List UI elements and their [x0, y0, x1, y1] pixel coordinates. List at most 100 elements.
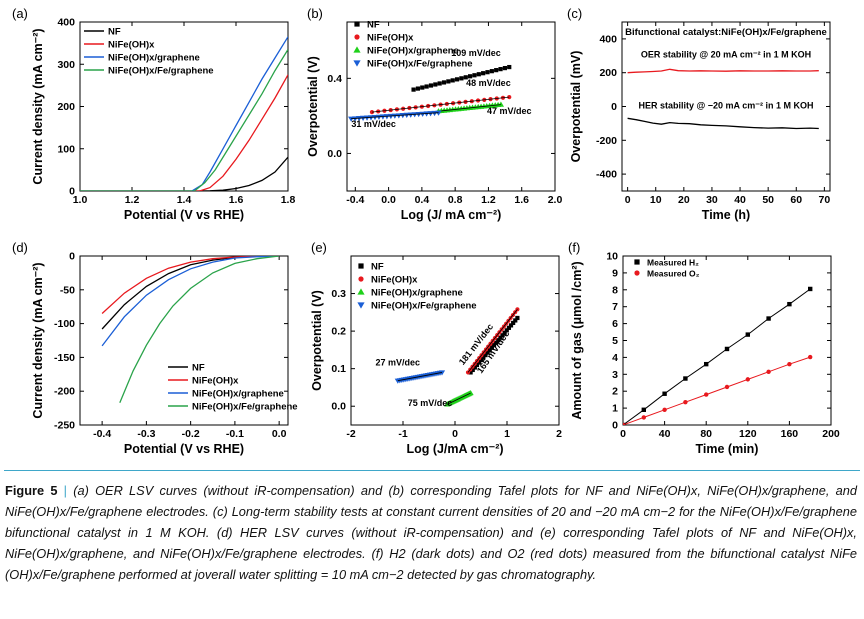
- x-tick-label: 0.8: [448, 194, 463, 206]
- chart-title: Bifunctional catalyst:NiFe(OH)x/Fe/graph…: [625, 27, 827, 38]
- x-tick-label: 40: [659, 428, 671, 440]
- y-tick-label: 0.1: [331, 363, 346, 375]
- series-line-3: [119, 256, 280, 403]
- y-tick-label: 0: [69, 186, 75, 198]
- plot-frame: [346, 21, 556, 192]
- fit-line: [351, 112, 439, 120]
- x-tick-label: 2: [556, 428, 562, 440]
- legend-label: NiFe(OH)x: [192, 376, 239, 387]
- y-axis-label: Overpotential (mV): [569, 51, 583, 163]
- x-tick-label: 1.6: [514, 194, 529, 206]
- x-tick-label: 1: [504, 428, 510, 440]
- x-tick-label: 60: [790, 194, 802, 206]
- data-point: [403, 112, 410, 118]
- legend-swatch: [634, 270, 640, 276]
- x-tick-label: -2: [346, 428, 355, 440]
- plot-frame: [79, 255, 289, 426]
- y-tick-label: 400: [599, 33, 617, 45]
- fit-line: [438, 104, 501, 112]
- y-tick-label: -150: [54, 352, 75, 364]
- x-tick-label: 0.4: [415, 194, 430, 206]
- x-tick-label: 0: [620, 428, 626, 440]
- data-point: [623, 422, 626, 425]
- data-point: [387, 113, 394, 120]
- x-axis-label: Log (J/mA cm⁻²): [406, 442, 503, 456]
- chart-panel-d: -0.4 -0.3 -0.2 -0.1 0.0 -250 -200 -150 -100 -50 0 (…: [12, 240, 298, 456]
- y-tick-label: 10: [606, 251, 618, 263]
- legend-swatch: [358, 276, 364, 282]
- x-tick-label: 160: [781, 428, 799, 440]
- plot-frame: [622, 255, 832, 426]
- plot-area: [394, 307, 520, 407]
- annotation-label: 27 mV/dec: [376, 358, 421, 368]
- caption-lead: Figure 5: [5, 483, 58, 498]
- series-line-3: [80, 49, 288, 191]
- x-tick-label: 1.2: [125, 194, 140, 206]
- legend-label: NiFe(OH)x/Fe/graphene: [367, 59, 473, 70]
- y-tick-label: 400: [57, 17, 75, 29]
- x-tick-label: 1.8: [281, 194, 296, 206]
- y-tick-label: 6: [612, 318, 618, 330]
- data-point: [704, 392, 709, 397]
- x-tick-label: 10: [650, 194, 662, 206]
- y-tick-label: 1: [612, 403, 618, 415]
- figure-caption: Figure 5 | (a) OER LSV curves (without i…: [5, 480, 857, 585]
- legend-swatch: [634, 259, 640, 265]
- data-point: [427, 111, 434, 117]
- data-point: [423, 111, 430, 117]
- series-line-0: [80, 156, 288, 191]
- data-point: [367, 115, 375, 121]
- x-tick-label: 20: [678, 194, 690, 206]
- x-tick-label: -1: [398, 428, 407, 440]
- legend-label: NiFe(OH)x/graphene: [108, 53, 200, 64]
- fit-line: [447, 392, 471, 405]
- panel-label: (a): [12, 6, 28, 21]
- data-point: [497, 101, 505, 107]
- data-point: [407, 112, 414, 118]
- data-point: [766, 369, 771, 374]
- legend-label: NiFe(OH)x/Fe/graphene: [108, 66, 214, 77]
- legend-label: NiFe(OH)x/Fe/graphene: [192, 402, 298, 413]
- data-point: [348, 116, 355, 122]
- x-tick-label: 1.6: [229, 194, 244, 206]
- x-tick-label: 80: [700, 428, 712, 440]
- panel-label: (f): [568, 240, 580, 255]
- y-tick-label: 8: [612, 284, 618, 296]
- data-point: [391, 113, 398, 119]
- x-tick-label: 1.0: [73, 194, 88, 206]
- caption-body: (a) OER LSV curves (without iR-compensat…: [5, 483, 858, 582]
- annotation-label: 109 mV/dec: [451, 48, 501, 58]
- fit-line: [413, 66, 510, 90]
- legend-label: NiFe(OH)x/graphene: [192, 389, 284, 400]
- data-point: [808, 354, 813, 360]
- x-tick-label: 40: [734, 194, 746, 206]
- y-tick-label: -400: [596, 169, 617, 181]
- data-point: [808, 286, 813, 292]
- legend-label: NF: [108, 27, 121, 38]
- data-point: [415, 111, 422, 118]
- legend-swatch: [353, 46, 361, 53]
- legend-swatch: [357, 302, 365, 309]
- legend-swatch: [357, 288, 365, 295]
- series-line-2: [80, 36, 288, 191]
- y-tick-label: 2: [612, 386, 618, 398]
- annotation-label: OER stability @ 20 mA cm⁻² in 1 M KOH: [641, 49, 811, 59]
- legend-label: Measured O₂: [647, 269, 700, 279]
- y-tick-label: -200: [596, 135, 617, 147]
- fit-line: [467, 309, 518, 373]
- y-tick-label: 0: [69, 251, 75, 263]
- data-point: [435, 110, 442, 116]
- chart-panel-e: -2 -1 0 1 2 0.0 0.1 0.2 0.3 (e) Log (J/mA cm⁻²) Ove…: [310, 240, 562, 456]
- x-tick-label: 200: [822, 428, 840, 440]
- data-point: [641, 407, 646, 412]
- y-tick-label: 0.0: [327, 148, 342, 160]
- x-tick-label: 30: [706, 194, 718, 206]
- caption-divider: [4, 470, 860, 471]
- x-tick-label: -0.3: [137, 428, 155, 440]
- y-axis-label: Current density (mA cm⁻²): [31, 28, 45, 184]
- data-point: [724, 384, 730, 390]
- data-point: [356, 116, 363, 122]
- x-tick-label: 0.0: [381, 194, 396, 206]
- y-axis-label: Current density (mA cm⁻²): [31, 262, 45, 418]
- x-tick-label: 0: [452, 428, 458, 440]
